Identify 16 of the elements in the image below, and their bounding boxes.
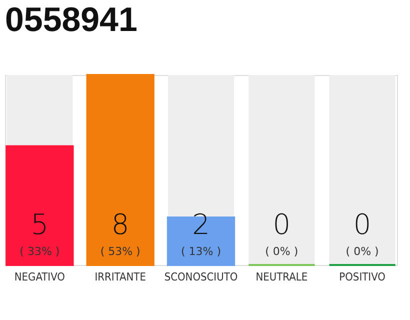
annotation: ( 0% ) xyxy=(265,245,298,258)
x-tick-label: NEGATIVO xyxy=(14,270,66,284)
annotation: ( 0% ) xyxy=(346,245,379,258)
annotation: ( 53% ) xyxy=(100,245,140,258)
x-tick-label: POSITIVO xyxy=(339,270,386,284)
x-tick-label: NEUTRALE xyxy=(256,270,308,284)
x-tick-label: SCONOSCIUTO xyxy=(164,270,238,284)
data-label: 0 xyxy=(353,208,372,241)
annotation: ( 13% ) xyxy=(180,245,222,258)
data-label: 0 xyxy=(272,208,291,241)
chart-title: 0558941 xyxy=(5,1,138,39)
annotation: ( 33% ) xyxy=(20,245,60,258)
data-label: 8 xyxy=(111,208,130,241)
data-label: 5 xyxy=(30,208,49,241)
x-tick-label: IRRITANTE xyxy=(94,270,146,284)
data-label: 2 xyxy=(192,208,210,241)
